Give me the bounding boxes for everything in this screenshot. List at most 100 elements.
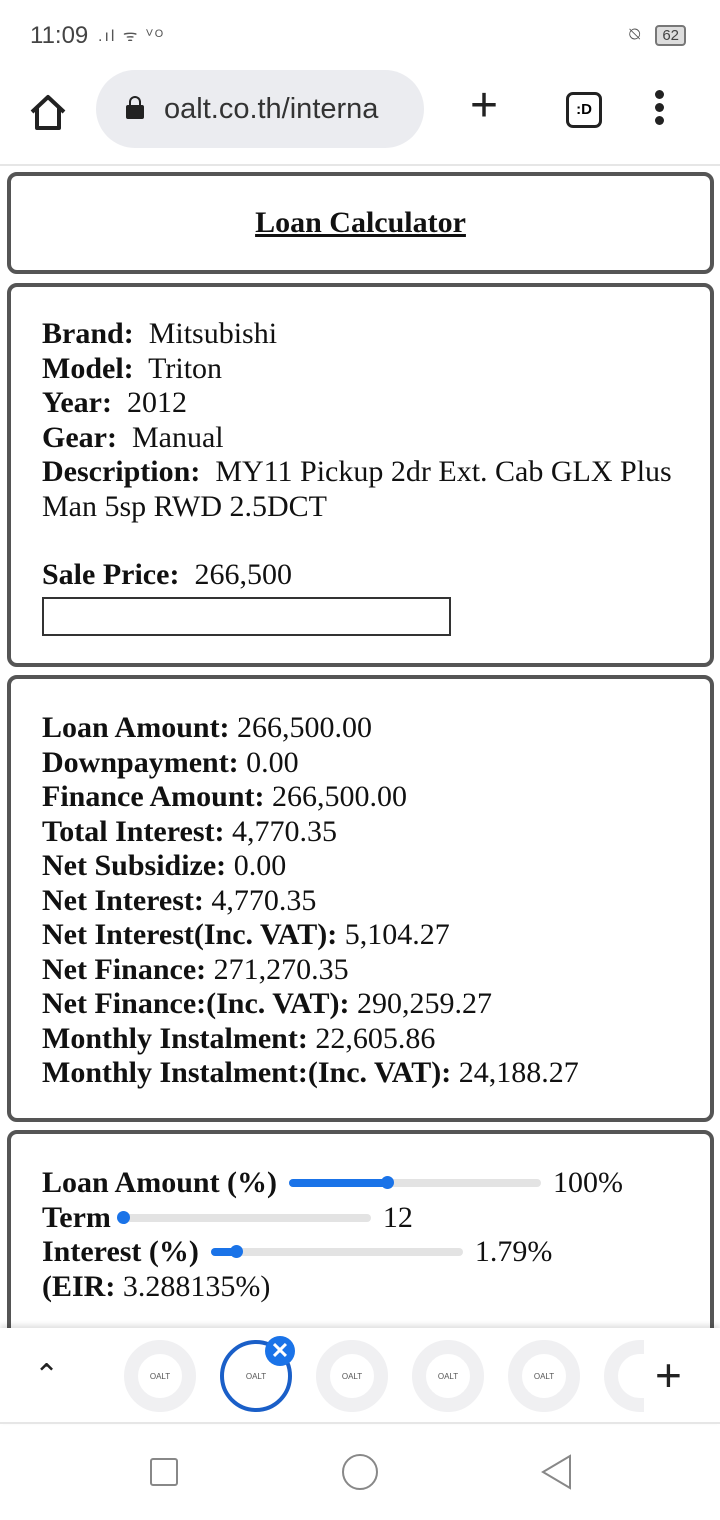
tab-switcher-button[interactable]: :D [566,92,602,128]
result-row: Net Finance: 271,270.35 [42,953,710,988]
result-row-label: Loan Amount: [42,711,230,744]
battery-indicator: 62 [655,25,686,46]
term-slider-label: Term [42,1200,111,1234]
clock: 11:09 [30,22,89,49]
result-row-value: 4,770.35 [211,883,317,917]
result-row-label: Finance Amount: [42,780,265,813]
tab-thumbnail[interactable]: OALT [124,1340,196,1412]
vehicle-detail-label: Year: [42,386,112,419]
home-icon[interactable] [28,92,68,132]
loan-amount-slider-row: Loan Amount (%) 100% [42,1166,710,1201]
result-row: Total Interest: 4,770.35 [42,815,710,850]
sale-price-input[interactable] [42,596,451,636]
result-row-label: Monthly Instalment: [42,1021,308,1055]
interest-slider-row: Interest (%) 1.79% [42,1235,710,1270]
sale-price-row: Sale Price: 266,500 [42,558,710,593]
tab-thumbnail[interactable]: OALT [316,1340,388,1412]
result-row-value: 271,270.35 [213,952,349,986]
vehicle-detail: Year: 2012 [42,386,710,421]
vehicle-detail-label: Description: [42,455,201,488]
result-row-label: Net Interest: [42,883,204,917]
tab-thumbnail[interactable]: OALT [508,1340,580,1412]
result-row: Net Finance:(Inc. VAT): 290,259.27 [42,987,710,1022]
add-tab-icon[interactable]: + [655,1349,682,1401]
vehicle-details-card: Brand: Mitsubishi Model: Triton Year: 2012… [7,283,714,667]
tab-thumbnail[interactable]: OALT [412,1340,484,1412]
vehicle-detail-value: Triton [148,351,223,385]
result-row-label: Monthly Instalment:(Inc. VAT): [42,1056,452,1089]
address-bar[interactable]: oalt.co.th/interna [96,70,424,148]
home-button[interactable] [342,1454,378,1490]
vibrate-icon: ⍉ [629,24,640,44]
tab-thumbnail[interactable] [604,1340,644,1412]
result-row-value: 266,500.00 [272,780,408,813]
vehicle-detail-value: MY11 Pickup 2dr Ext. Cab GLX Plus Man 5s… [42,455,672,523]
eir-value: 3.288135%) [122,1269,271,1303]
vehicle-detail-label: Brand: [42,317,134,350]
interest-slider-value: 1.79% [474,1235,553,1268]
result-row-label: Net Finance:(Inc. VAT): [42,987,350,1020]
sale-price-value: 266,500 [194,558,292,591]
vehicle-detail-value: 2012 [126,386,187,419]
result-row: Downpayment: 0.00 [42,746,710,781]
result-row-value: 0.00 [246,745,299,779]
system-nav-bar [0,1426,720,1520]
loan-amount-slider-label: Loan Amount (%) [42,1166,278,1199]
result-row-value: 22,605.86 [315,1021,436,1055]
result-row-value: 290,259.27 [356,987,492,1020]
vehicle-detail-label: Model: [42,351,134,385]
vehicle-detail: Gear: Manual [42,421,710,456]
result-row: Monthly Instalment: 22,605.86 [42,1022,710,1057]
result-row-label: Net Subsidize: [42,849,227,882]
vehicle-detail-label: Gear: [42,420,117,454]
signal-wifi-icons: .ıl ᯤ ⱽᴼ [98,28,166,45]
tab-strip: ⌃ OALT OALT OALT OALT OALT ✕ + [0,1328,720,1424]
eir-label: (EIR: [42,1269,116,1303]
result-row: Net Subsidize: 0.00 [42,849,710,884]
lock-icon [126,96,144,119]
loan-results-card: Loan Amount: 266,500.00 Downpayment: 0.00… [7,675,714,1122]
slider-thumb[interactable] [230,1245,244,1259]
interest-slider[interactable] [210,1245,463,1259]
page-title: Loan Calculator [255,206,466,239]
term-slider-value: 12 [382,1200,413,1234]
result-row-label: Downpayment: [42,745,239,779]
result-row: Loan Amount: 266,500.00 [42,711,710,746]
recents-button[interactable] [150,1458,178,1486]
slider-thumb[interactable] [116,1210,130,1224]
result-row-value: 5,104.27 [344,918,450,951]
vehicle-detail: Model: Triton [42,352,710,387]
term-slider-row: Term 12 [42,1201,710,1236]
result-row: Net Interest(Inc. VAT): 5,104.27 [42,918,710,953]
vehicle-detail: Description: MY11 Pickup 2dr Ext. Cab GL… [42,455,710,524]
term-slider[interactable] [116,1210,371,1224]
new-tab-icon[interactable]: + [470,79,499,132]
eir-text: (EIR: 3.288135%) [42,1270,710,1305]
more-menu-icon[interactable] [655,90,667,129]
result-row-label: Net Finance: [42,952,207,986]
interest-slider-label: Interest (%) [42,1235,199,1268]
slider-fill [289,1179,388,1188]
title-card: Loan Calculator [7,172,714,274]
vehicle-detail: Brand: Mitsubishi [42,317,710,352]
result-row: Monthly Instalment:(Inc. VAT): 24,188.27 [42,1056,710,1091]
result-row-value: 0.00 [233,849,287,882]
result-row: Net Interest: 4,770.35 [42,884,710,919]
slider-fill [210,1248,237,1257]
result-row: Finance Amount: 266,500.00 [42,780,710,815]
chevron-up-icon[interactable]: ⌃ [34,1359,60,1392]
close-tab-icon[interactable]: ✕ [265,1336,295,1366]
result-row-label: Net Interest(Inc. VAT): [42,918,338,951]
vehicle-detail-value: Mitsubishi [148,317,278,350]
back-button[interactable] [540,1454,574,1490]
status-bar: 11:09 .ıl ᯤ ⱽᴼ ⍉ 62 [0,0,720,70]
result-row-value: 266,500.00 [237,711,373,744]
loan-amount-slider-value: 100% [553,1166,624,1199]
result-row-value: 24,188.27 [458,1056,579,1089]
vehicle-detail-value: Manual [131,420,224,454]
result-row-value: 4,770.35 [232,814,337,848]
sale-price-label: Sale Price: [42,558,180,591]
url-text: oalt.co.th/interna [164,92,379,125]
slider-thumb[interactable] [381,1176,395,1190]
loan-amount-slider[interactable] [289,1176,542,1190]
